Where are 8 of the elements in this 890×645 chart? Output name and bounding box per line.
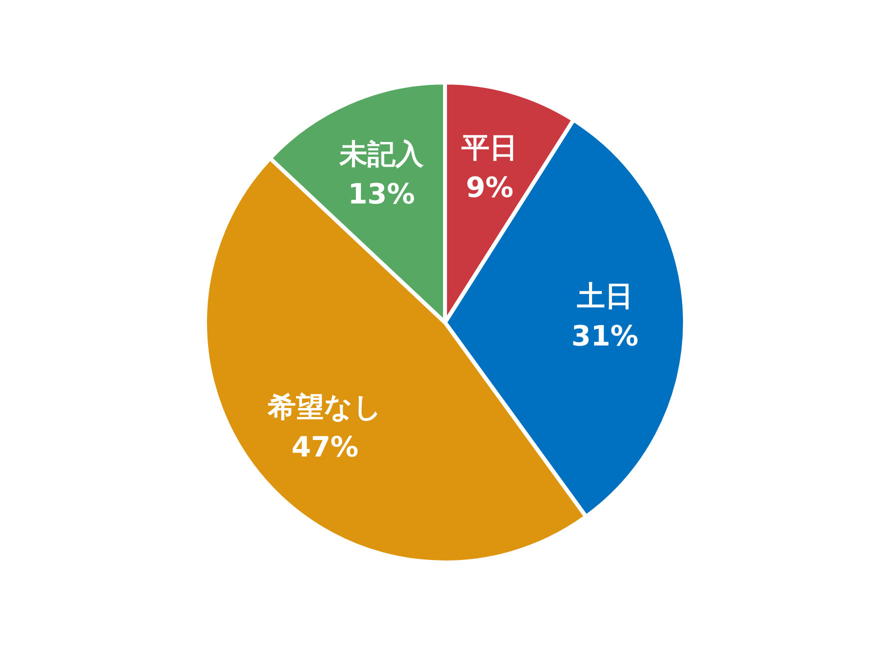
- slice-label: 未記入: [338, 138, 424, 171]
- data-label: 31%: [571, 319, 638, 352]
- slice-label: 希望なし: [266, 390, 382, 424]
- slice-label: 土日: [576, 279, 633, 312]
- data-label: 9%: [466, 170, 514, 204]
- data-label: 13%: [348, 178, 415, 211]
- data-label: 47%: [291, 430, 358, 464]
- slice-label: 平日: [460, 130, 518, 164]
